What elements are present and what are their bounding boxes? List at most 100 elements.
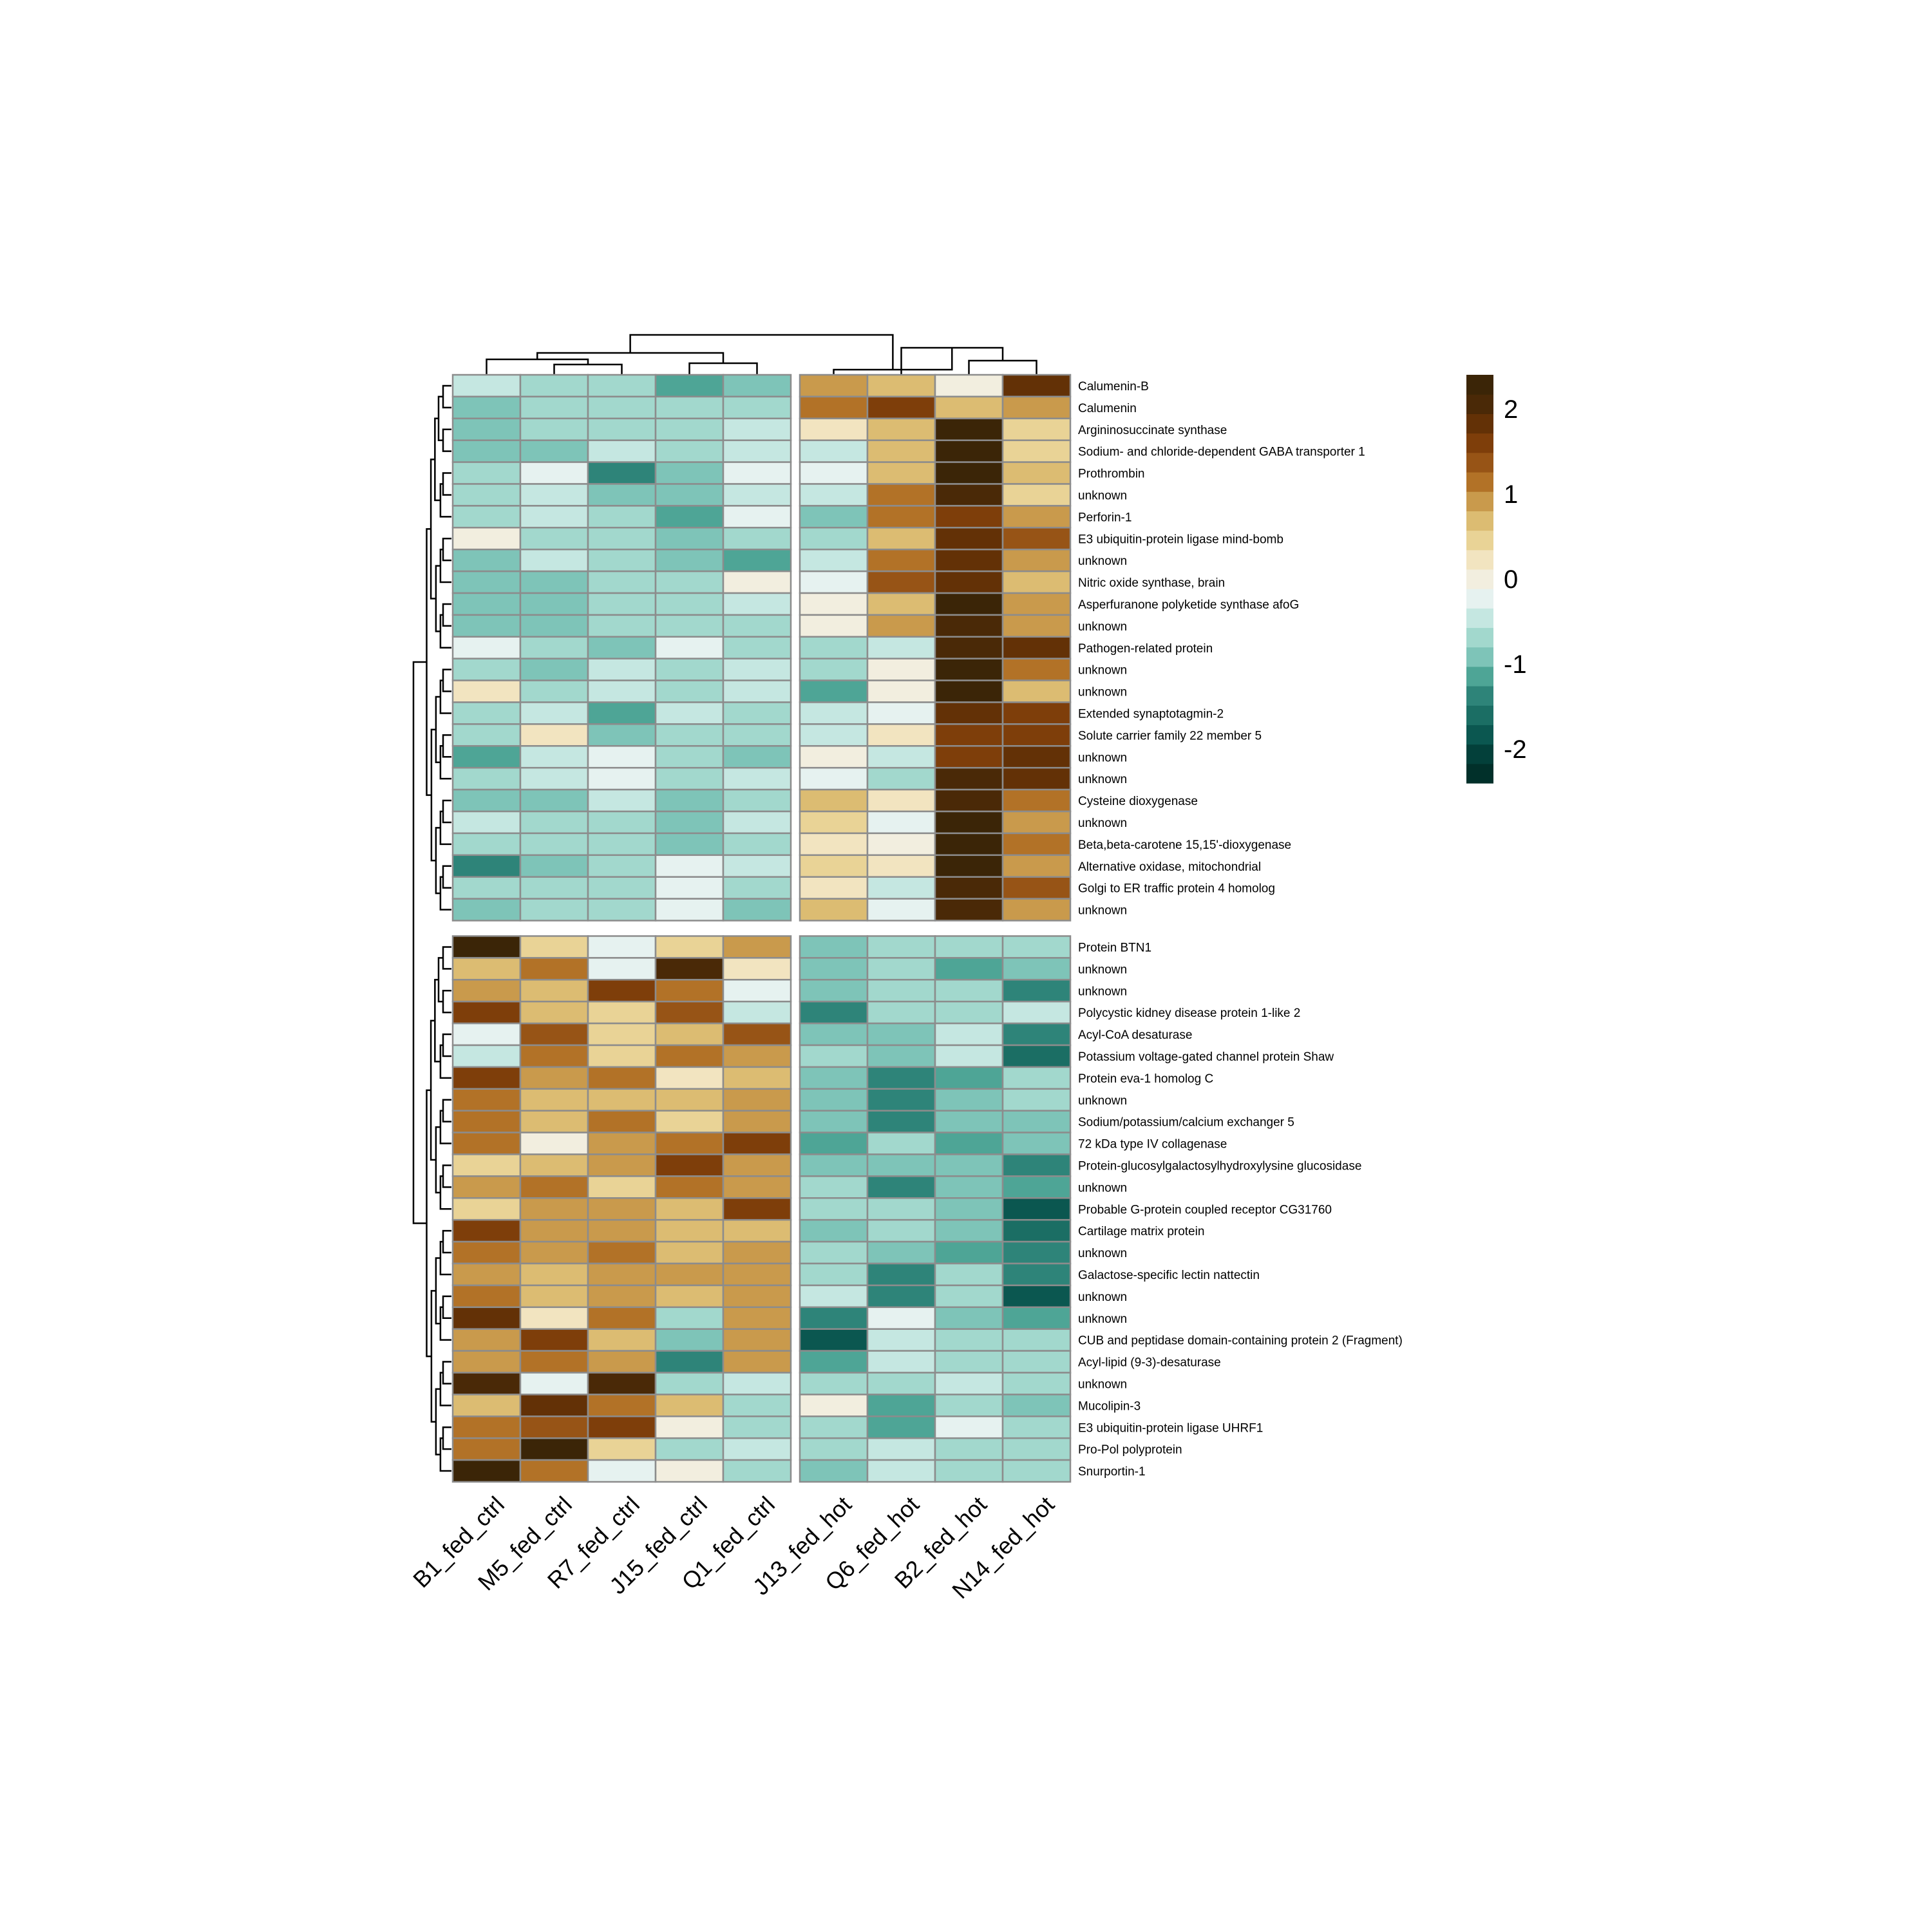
heatmap-cell: [1001, 1044, 1072, 1068]
heatmap-cell: [451, 810, 522, 835]
heatmap-cell: [451, 395, 522, 420]
heatmap-cell: [1001, 679, 1072, 703]
heatmap-cell: [519, 979, 589, 1003]
heatmap-cell: [587, 1153, 657, 1177]
heatmap-cell: [654, 1372, 724, 1396]
heatmap-cell: [654, 745, 724, 769]
heatmap-cell: [799, 505, 869, 529]
heatmap-cell: [866, 1110, 936, 1133]
heatmap-cell: [1001, 1066, 1072, 1090]
legend-color-segment: [1466, 627, 1493, 648]
heatmap-cell: [587, 505, 657, 529]
row-label: unknown: [1078, 773, 1127, 786]
heatmap-cell: [934, 1175, 1004, 1199]
heatmap-cell: [934, 788, 1004, 813]
legend-color-segment: [1466, 549, 1493, 570]
heatmap-cell: [722, 1044, 792, 1068]
heatmap-cell: [519, 854, 589, 878]
heatmap-cell: [654, 935, 724, 959]
row-label: unknown: [1078, 489, 1127, 502]
heatmap-cell: [654, 1197, 724, 1221]
heatmap-cell: [519, 1240, 589, 1265]
heatmap-cell: [1001, 810, 1072, 835]
heatmap-cell: [451, 1110, 522, 1133]
heatmap-cell: [1001, 1459, 1072, 1483]
heatmap-cell: [722, 1000, 792, 1025]
row-label: Golgi to ER traffic protein 4 homolog: [1078, 882, 1275, 896]
heatmap-cell: [451, 548, 522, 573]
heatmap-cell: [587, 1350, 657, 1374]
heatmap-cell: [451, 1132, 522, 1155]
heatmap-cell: [934, 1350, 1004, 1374]
heatmap-cell: [587, 527, 657, 551]
heatmap-cell: [587, 1044, 657, 1068]
heatmap-cell: [587, 592, 657, 616]
row-dendrogram-branch: [434, 979, 440, 1063]
heatmap-cell: [934, 854, 1004, 878]
heatmap-cell: [722, 766, 792, 791]
heatmap-cell: [722, 461, 792, 485]
row-label: Extended synaptotagmin-2: [1078, 707, 1224, 721]
heatmap-cell: [1001, 1218, 1072, 1243]
heatmap-cell: [1001, 1416, 1072, 1439]
heatmap-cell: [934, 957, 1004, 981]
heatmap-cell: [451, 658, 522, 681]
legend-color-segment: [1466, 705, 1493, 726]
heatmap-cell: [934, 461, 1004, 485]
heatmap-cell: [587, 374, 657, 398]
heatmap-cell: [866, 570, 936, 594]
heatmap-cell: [934, 1372, 1004, 1396]
heatmap-cell: [654, 1437, 724, 1461]
row-label: Potassium voltage-gated channel protein …: [1078, 1050, 1334, 1064]
heatmap-cell: [654, 832, 724, 857]
heatmap-cell: [934, 1262, 1004, 1287]
heatmap-cell: [519, 1284, 589, 1309]
heatmap-cell: [451, 898, 522, 922]
heatmap-cell: [654, 1459, 724, 1483]
heatmap-cell: [934, 592, 1004, 616]
heatmap-cell: [1001, 505, 1072, 529]
heatmap-cell: [1001, 439, 1072, 463]
heatmap-cell: [799, 854, 869, 878]
column-dendrogram: [486, 334, 1037, 375]
row-label: unknown: [1078, 751, 1127, 764]
heatmap-cell: [587, 483, 657, 507]
heatmap-cell: [866, 1153, 936, 1177]
heatmap-cell: [934, 636, 1004, 659]
heatmap-cell: [934, 979, 1004, 1003]
heatmap-cell: [654, 1350, 724, 1374]
heatmap-cell: [519, 745, 589, 769]
heatmap-cell: [866, 679, 936, 703]
heatmap-cell: [866, 1306, 936, 1330]
heatmap-cell: [519, 1459, 589, 1483]
heatmap-cell: [519, 1044, 589, 1068]
heatmap-cell: [866, 1394, 936, 1417]
heatmap-cell: [799, 439, 869, 463]
legend-color-segment: [1466, 763, 1493, 784]
heatmap-cell: [866, 483, 936, 507]
heatmap-cell: [799, 679, 869, 703]
heatmap-cell: [451, 439, 522, 463]
heatmap-cell: [451, 788, 522, 813]
heatmap-cell: [866, 374, 936, 398]
heatmap-cell: [451, 957, 522, 981]
heatmap-cell: [1001, 1262, 1072, 1287]
heatmap-cell: [587, 417, 657, 441]
heatmap-cell: [1001, 461, 1072, 485]
heatmap-cell: [654, 1022, 724, 1046]
heatmap-cell: [519, 592, 589, 616]
heatmap-cell: [1001, 1088, 1072, 1112]
legend-color-segment: [1466, 569, 1493, 589]
legend-tick-label: 1: [1504, 480, 1518, 509]
row-label: Protein eva-1 homolog C: [1078, 1072, 1213, 1086]
legend-color-segment: [1466, 452, 1493, 473]
heatmap-cell: [866, 1132, 936, 1155]
legend-color-segment: [1466, 647, 1493, 667]
heatmap-cell: [451, 527, 522, 551]
heatmap-cell: [799, 1153, 869, 1177]
heatmap-cell: [587, 1175, 657, 1199]
heatmap-cell: [519, 1328, 589, 1352]
row-label: 72 kDa type IV collagenase: [1078, 1138, 1227, 1151]
heatmap-cell: [1001, 1132, 1072, 1155]
heatmap-cell: [799, 614, 869, 638]
